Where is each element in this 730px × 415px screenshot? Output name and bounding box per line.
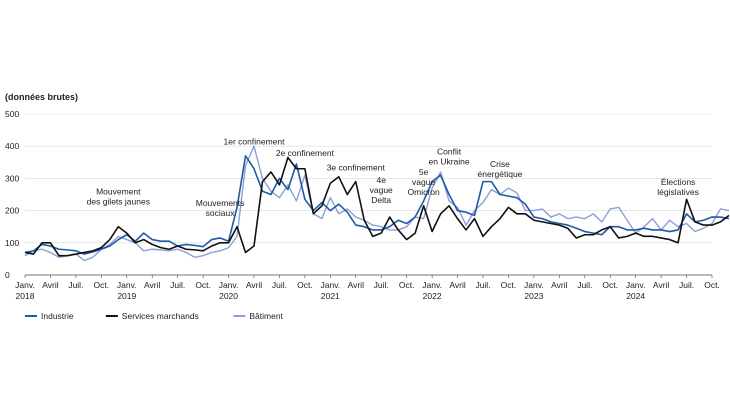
legend: Industrie Services marchands Bâtiment bbox=[25, 311, 284, 321]
annotation-text: Conflit bbox=[437, 146, 462, 156]
x-tick-year-label: 2024 bbox=[626, 291, 645, 301]
x-tick-label: Juil. bbox=[68, 280, 83, 290]
annotation-text: Mouvement bbox=[96, 187, 141, 197]
annotation-text: en Ukraine bbox=[429, 156, 470, 166]
annotation-text: sociaux bbox=[206, 208, 236, 218]
annotation-text: 3e confinement bbox=[327, 162, 386, 172]
x-tick-label: Oct. bbox=[602, 280, 618, 290]
x-tick-label: Juil. bbox=[475, 280, 490, 290]
series-line-batiment bbox=[24, 145, 730, 262]
y-tick-label: 100 bbox=[5, 238, 19, 248]
x-tick-label: Oct. bbox=[501, 280, 517, 290]
x-tick-label: Oct. bbox=[195, 280, 211, 290]
x-tick-label: Juil. bbox=[170, 280, 185, 290]
x-tick-label: Janv. bbox=[626, 280, 646, 290]
x-tick-year-label: 2018 bbox=[16, 291, 35, 301]
y-tick-label: 400 bbox=[5, 141, 19, 151]
y-axis-unit-label: (données brutes) bbox=[5, 92, 78, 102]
y-axis: 0 100 200 300 400 500 bbox=[5, 109, 19, 280]
x-tick-label: Juil. bbox=[272, 280, 287, 290]
x-tick-label: Janv. bbox=[15, 280, 35, 290]
x-tick-year-label: 2020 bbox=[219, 291, 238, 301]
legend-label: Services marchands bbox=[122, 311, 199, 321]
x-tick-label: Avril bbox=[348, 280, 364, 290]
series-lines bbox=[24, 145, 730, 262]
x-tick-label: Janv. bbox=[219, 280, 239, 290]
x-tick-label: Oct. bbox=[297, 280, 313, 290]
annotation-text: vague bbox=[370, 185, 393, 195]
series-line-services-marchands bbox=[24, 156, 730, 257]
x-tick-label: Oct. bbox=[704, 280, 720, 290]
x-tick-label: Avril bbox=[144, 280, 160, 290]
x-tick-label: Avril bbox=[449, 280, 465, 290]
x-tick-label: Oct. bbox=[94, 280, 110, 290]
x-tick-label: Avril bbox=[246, 280, 262, 290]
gridlines bbox=[25, 113, 712, 276]
x-tick-label: Oct. bbox=[399, 280, 415, 290]
annotation-text: vague bbox=[412, 177, 435, 187]
x-tick-label: Avril bbox=[42, 280, 58, 290]
x-tick-label: Juil. bbox=[374, 280, 389, 290]
y-tick-label: 200 bbox=[5, 206, 19, 216]
annotation-text: Omicron bbox=[408, 187, 440, 197]
annotation-text: législatives bbox=[657, 187, 699, 197]
series-line-industrie bbox=[24, 155, 730, 255]
annotation-text: 2e confinement bbox=[276, 148, 335, 158]
annotation-text: Mouvements bbox=[196, 198, 245, 208]
annotation-text: Delta bbox=[371, 195, 391, 205]
x-tick-label: Janv. bbox=[320, 280, 340, 290]
x-tick-label: Avril bbox=[551, 280, 567, 290]
x-tick-year-label: 2019 bbox=[117, 291, 136, 301]
annotation-text: des gilets jaunes bbox=[87, 197, 150, 207]
x-tick-label: Avril bbox=[653, 280, 669, 290]
legend-label: Industrie bbox=[41, 311, 74, 321]
y-tick-label: 500 bbox=[5, 109, 19, 119]
x-tick-label: Janv. bbox=[117, 280, 137, 290]
annotation-text: 5e bbox=[419, 167, 429, 177]
y-tick-label: 0 bbox=[5, 270, 10, 280]
x-tick-label: Janv. bbox=[422, 280, 442, 290]
x-tick-year-label: 2021 bbox=[321, 291, 340, 301]
x-tick-year-label: 2023 bbox=[524, 291, 543, 301]
annotation-text: Élections bbox=[661, 177, 696, 187]
x-tick-year-label: 2022 bbox=[423, 291, 442, 301]
annotation-text: 1er confinement bbox=[224, 137, 286, 147]
x-tick-label: Juil. bbox=[577, 280, 592, 290]
annotation-text: Crise bbox=[490, 159, 510, 169]
annotation-text: énergétique bbox=[478, 169, 523, 179]
annotation-text: 4e bbox=[376, 175, 386, 185]
x-tick-label: Juil. bbox=[679, 280, 694, 290]
legend-label: Bâtiment bbox=[249, 311, 283, 321]
y-tick-label: 300 bbox=[5, 173, 19, 183]
x-tick-label: Janv. bbox=[524, 280, 544, 290]
